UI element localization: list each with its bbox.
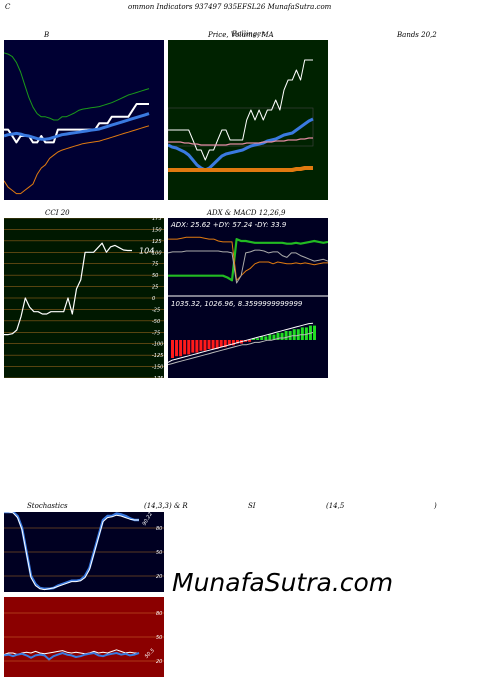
cci-tick-label: -125 bbox=[152, 353, 163, 359]
pv-volume-band bbox=[168, 166, 313, 172]
adx-minus-di bbox=[168, 236, 328, 281]
macd-histogram-bar bbox=[187, 340, 191, 355]
macd-histogram-bar bbox=[268, 334, 272, 340]
macd-histogram-bar bbox=[183, 340, 187, 355]
cci-tick-label: -25 bbox=[152, 307, 160, 313]
macd-histogram-bar bbox=[256, 338, 260, 340]
price-chart bbox=[168, 40, 328, 200]
cci-tick-label: -50 bbox=[152, 319, 160, 325]
macd-histogram-bar bbox=[227, 340, 231, 346]
title-stoch-a: Stochastics bbox=[27, 502, 68, 510]
bb-upper-band bbox=[4, 52, 150, 121]
macd-histogram-bar bbox=[292, 329, 296, 340]
cci-tick-label: 0 bbox=[152, 296, 155, 302]
pv-ma-short bbox=[168, 117, 314, 172]
macd-histogram-bar bbox=[252, 338, 256, 340]
cci-last-label: 104 bbox=[139, 246, 154, 255]
macd-histogram-bar bbox=[171, 340, 174, 358]
bb-lower-band bbox=[4, 125, 150, 195]
macd-histogram-bar bbox=[276, 332, 280, 340]
title-cci: CCI 20 bbox=[45, 209, 70, 217]
cci-tick-label: -75 bbox=[152, 330, 160, 336]
rsi-line-2 bbox=[4, 652, 140, 661]
title-stoch-d: (14,5 bbox=[326, 502, 345, 510]
macd-histogram-bar bbox=[179, 340, 183, 357]
title-stoch-b: (14,3,3) & R bbox=[144, 502, 188, 510]
macd-histogram-bar bbox=[313, 325, 316, 340]
macd-histogram-bar bbox=[211, 340, 215, 349]
bollinger-chart bbox=[4, 40, 164, 200]
macd-histogram-bar bbox=[248, 340, 252, 342]
title-price-overlap: Bollinger bbox=[232, 30, 265, 38]
cci-tick-label: -150 bbox=[152, 365, 163, 371]
cci-tick-label: 75 bbox=[152, 262, 158, 268]
cci-tick-label: -175 bbox=[152, 376, 163, 378]
watermark: MunafaSutra.com bbox=[172, 568, 394, 597]
macd-histogram-bar bbox=[195, 340, 199, 353]
macd-histogram-bar bbox=[280, 332, 284, 340]
macd-histogram-bar bbox=[288, 331, 292, 340]
macd-histogram-bar bbox=[219, 340, 223, 348]
header-center: ommon Indicators 937497 935EFSL26 Munafa… bbox=[128, 3, 332, 11]
cci-tick-label: -100 bbox=[152, 342, 163, 348]
title-stoch-c: SI bbox=[248, 502, 256, 510]
rsi-tick-label: 50 bbox=[156, 635, 162, 641]
cci-tick-label: 25 bbox=[152, 285, 158, 291]
header-left: C bbox=[5, 3, 11, 11]
title-stoch-e: ) bbox=[434, 502, 437, 510]
adx-plus-di bbox=[168, 238, 328, 282]
price-band-box bbox=[168, 107, 314, 147]
macd-line bbox=[168, 322, 314, 363]
rsi-tick-label: 80 bbox=[156, 611, 162, 617]
macd-histogram-bar bbox=[304, 327, 308, 340]
stoch-tick-label: 80 bbox=[156, 526, 162, 532]
cci-tick-label: 150 bbox=[152, 227, 162, 233]
macd-histogram-bar bbox=[264, 336, 268, 340]
macd-histogram-bar bbox=[296, 329, 300, 340]
stoch-d-line bbox=[4, 512, 139, 591]
macd-histogram-bar bbox=[199, 340, 203, 351]
macd-histogram-bar bbox=[260, 336, 264, 340]
title-price: Price, Volume, MA bbox=[208, 31, 274, 39]
cci-tick-label: 175 bbox=[152, 218, 162, 222]
title-bands: Bands 20,2 bbox=[397, 31, 437, 39]
price-background bbox=[168, 40, 328, 200]
cci-tick-label: 100 bbox=[152, 250, 162, 256]
macd-histogram-bar bbox=[207, 340, 211, 349]
macd-histogram-bar bbox=[235, 340, 239, 344]
pv-price-line bbox=[168, 59, 313, 161]
macd-signal-line bbox=[168, 332, 314, 366]
macd-readout: 1035.32, 1026.96, 8.3599999999999 bbox=[171, 300, 303, 308]
stoch-tick-label: 20 bbox=[156, 574, 162, 580]
cci-chart: 175 150 125 100 75 50 25 0 -25 -50 -75 -100 -125 -150… bbox=[4, 218, 164, 378]
adx-line bbox=[168, 249, 328, 284]
title-adx: ADX & MACD 12,26,9 bbox=[207, 209, 286, 217]
macd-histogram-bar bbox=[203, 340, 207, 351]
rsi-line-1 bbox=[4, 649, 139, 656]
cci-tick-label: 125 bbox=[152, 239, 162, 245]
macd-histogram-bar bbox=[284, 331, 288, 340]
cci-tick-label: 50 bbox=[152, 273, 158, 279]
bollinger-background bbox=[4, 40, 164, 200]
pv-ma-long bbox=[168, 137, 313, 146]
macd-histogram-bar bbox=[300, 327, 304, 340]
macd-histogram-bar bbox=[175, 340, 179, 357]
macd-histogram-bar bbox=[191, 340, 195, 353]
cci-line bbox=[4, 242, 132, 336]
macd-histogram-bar bbox=[272, 334, 276, 340]
macd-histogram-bar bbox=[215, 340, 219, 349]
stoch-tick-label: 50 bbox=[156, 550, 162, 556]
title-bollinger: B bbox=[44, 31, 50, 39]
rsi-tick-label: 20 bbox=[156, 659, 162, 665]
adx-readout: ADX: 25.62 +DY: 57.24 -DY: 33.9 bbox=[170, 221, 287, 229]
macd-histogram-bar bbox=[223, 340, 227, 348]
bb-middle-line bbox=[4, 112, 150, 141]
macd-histogram-bar bbox=[231, 340, 235, 346]
adx-macd-chart: ADX: 25.62 +DY: 57.24 -DY: 33.9 1035.32,… bbox=[168, 218, 328, 378]
